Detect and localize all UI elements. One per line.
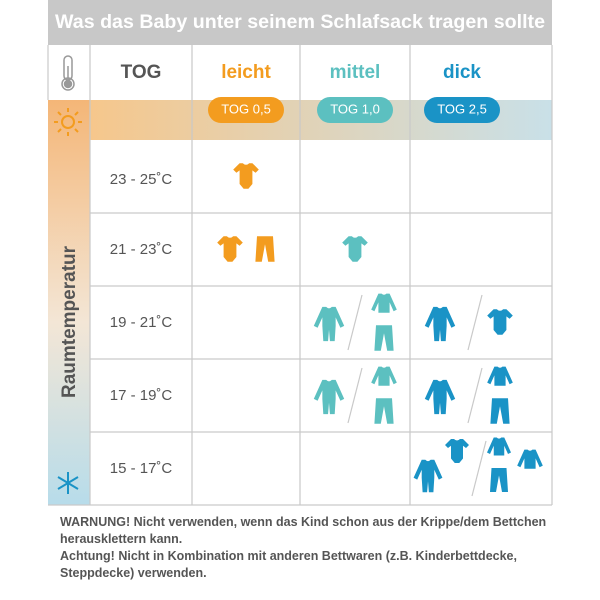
- bodysuit-icon: [445, 439, 469, 463]
- bodysuit-icon: [217, 236, 243, 262]
- shirt-icon: [487, 366, 513, 386]
- column-header: dick: [443, 62, 481, 83]
- pants-icon: [374, 398, 394, 424]
- pants-icon: [255, 236, 275, 262]
- warning-text: Achtung! Nicht in Kombination mit andere…: [60, 549, 517, 580]
- tog-badge: [208, 97, 284, 123]
- column-header: mittel: [330, 62, 381, 83]
- sleepsuit-icon: [313, 379, 345, 415]
- temperature-range: 19 - 21˚C: [110, 314, 173, 331]
- warning-text: WARNUNG! Nicht verwenden, wenn das Kind …: [60, 515, 547, 546]
- title-bar: [48, 0, 552, 45]
- thermometer-icon: [61, 55, 75, 91]
- warnings: WARNUNG! Nicht verwenden, wenn das Kind …: [60, 514, 560, 582]
- sun-icon: [54, 108, 82, 136]
- title: Was das Baby unter seinem Schlafsack tra…: [55, 12, 545, 33]
- bodysuit-icon: [487, 309, 513, 335]
- shirt-icon: [517, 449, 543, 469]
- temperature-range: 17 - 19˚C: [110, 387, 173, 404]
- table-grid: [47, 45, 553, 506]
- temperature-range: 23 - 25˚C: [110, 171, 173, 188]
- row-axis-label: Raumtemperatur: [59, 245, 80, 398]
- sleepsuit-icon: [424, 379, 456, 415]
- shirt-icon: [487, 437, 511, 456]
- pants-icon: [490, 468, 508, 492]
- tog-value: TOG 0,5: [221, 101, 271, 116]
- sleepsuit-icon: [313, 306, 345, 342]
- pants-icon: [374, 325, 394, 351]
- snowflake-icon: [57, 472, 79, 494]
- sleepsuit-icon: [424, 306, 456, 342]
- bodysuit-icon: [233, 163, 259, 189]
- temperature-range: 21 - 23˚C: [110, 241, 173, 258]
- temperature-strip: [48, 100, 90, 505]
- tog-badge: [317, 97, 393, 123]
- column-header: leicht: [221, 62, 271, 83]
- tog-value: TOG 2,5: [437, 101, 487, 116]
- bodysuit-icon: [342, 236, 368, 262]
- column-header: TOG: [121, 62, 162, 83]
- shirt-icon: [371, 366, 397, 386]
- tog-value: TOG 1,0: [330, 101, 380, 116]
- sleepsuit-icon: [413, 459, 443, 493]
- shirt-icon: [371, 293, 397, 313]
- temperature-range: 15 - 17˚C: [110, 460, 173, 477]
- pants-icon: [490, 398, 510, 424]
- tog-badge: [424, 97, 500, 123]
